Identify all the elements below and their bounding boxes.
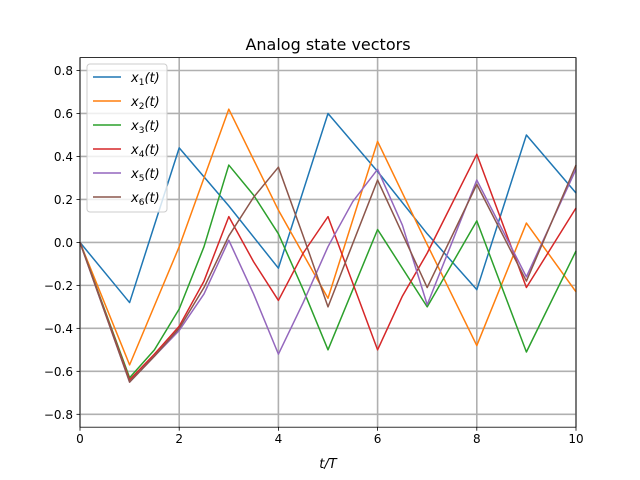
series-line-x6 <box>79 164 577 383</box>
y-tick-label: 0.8 <box>54 64 73 78</box>
legend: x1(t) x2(t) x3(t) x4(t) x5(t) x6(t) <box>86 63 168 213</box>
legend-label-x3: x3(t) <box>130 119 160 136</box>
series-line-x5 <box>79 168 577 383</box>
legend-box <box>86 63 168 213</box>
legend-label-x1: x1(t) <box>130 71 160 88</box>
x-tick-label: 10 <box>568 432 583 446</box>
x-axis: 0 2 4 6 8 10 <box>76 427 584 446</box>
series-line-x2 <box>79 108 577 366</box>
series-line-x3 <box>79 164 577 379</box>
chart-title: Analog state vectors <box>245 35 410 54</box>
x-tick-label: 4 <box>275 432 283 446</box>
series-line-x4 <box>79 153 577 381</box>
y-tick-label: 0.2 <box>54 193 73 207</box>
x-tick-label: 8 <box>473 432 481 446</box>
x-tick-label: 6 <box>374 432 382 446</box>
y-tick-label: 0.0 <box>54 236 73 250</box>
legend-label-x4: x4(t) <box>130 143 160 160</box>
y-tick-label: 0.6 <box>54 107 73 121</box>
y-axis: −0.8 −0.6 −0.4 −0.2 0.0 0.2 0.4 0.6 0.8 <box>44 64 80 422</box>
y-tick-label: −0.2 <box>44 279 73 293</box>
legend-label-x6: x6(t) <box>130 191 160 208</box>
x-tick-label: 2 <box>175 432 183 446</box>
y-tick-label: −0.6 <box>44 365 73 379</box>
y-tick-label: −0.8 <box>44 408 73 422</box>
x-axis-label: t/T <box>319 457 337 472</box>
y-tick-label: −0.4 <box>44 322 73 336</box>
legend-label-x2: x2(t) <box>130 95 160 112</box>
x-tick-label: 0 <box>76 432 84 446</box>
y-tick-label: 0.4 <box>54 150 73 164</box>
legend-label-x5: x5(t) <box>130 167 160 184</box>
